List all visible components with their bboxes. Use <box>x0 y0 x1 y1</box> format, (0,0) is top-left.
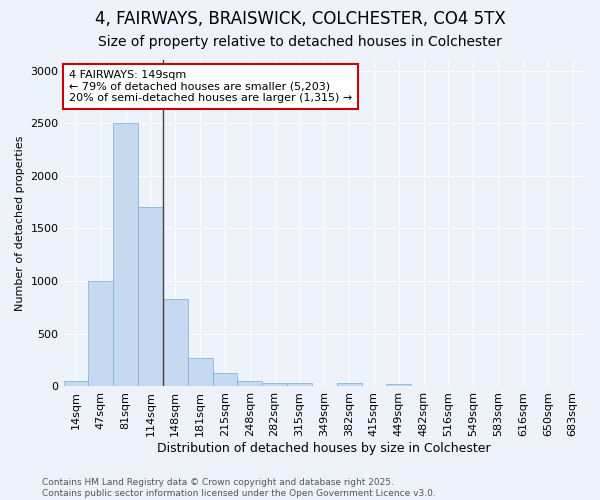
Bar <box>238 380 262 386</box>
Y-axis label: Number of detached properties: Number of detached properties <box>15 136 25 311</box>
Bar <box>337 384 362 386</box>
Text: 4, FAIRWAYS, BRAISWICK, COLCHESTER, CO4 5TX: 4, FAIRWAYS, BRAISWICK, COLCHESTER, CO4 … <box>95 10 505 28</box>
Bar <box>188 358 212 386</box>
X-axis label: Distribution of detached houses by size in Colchester: Distribution of detached houses by size … <box>157 442 491 455</box>
Bar <box>386 384 411 386</box>
Bar <box>88 281 113 386</box>
Bar <box>262 384 287 386</box>
Text: Contains HM Land Registry data © Crown copyright and database right 2025.
Contai: Contains HM Land Registry data © Crown c… <box>42 478 436 498</box>
Text: Size of property relative to detached houses in Colchester: Size of property relative to detached ho… <box>98 35 502 49</box>
Text: 4 FAIRWAYS: 149sqm
← 79% of detached houses are smaller (5,203)
20% of semi-deta: 4 FAIRWAYS: 149sqm ← 79% of detached hou… <box>69 70 352 103</box>
Bar <box>113 123 138 386</box>
Bar <box>212 373 238 386</box>
Bar <box>138 208 163 386</box>
Bar <box>163 299 188 386</box>
Bar <box>287 383 312 386</box>
Bar <box>64 381 88 386</box>
